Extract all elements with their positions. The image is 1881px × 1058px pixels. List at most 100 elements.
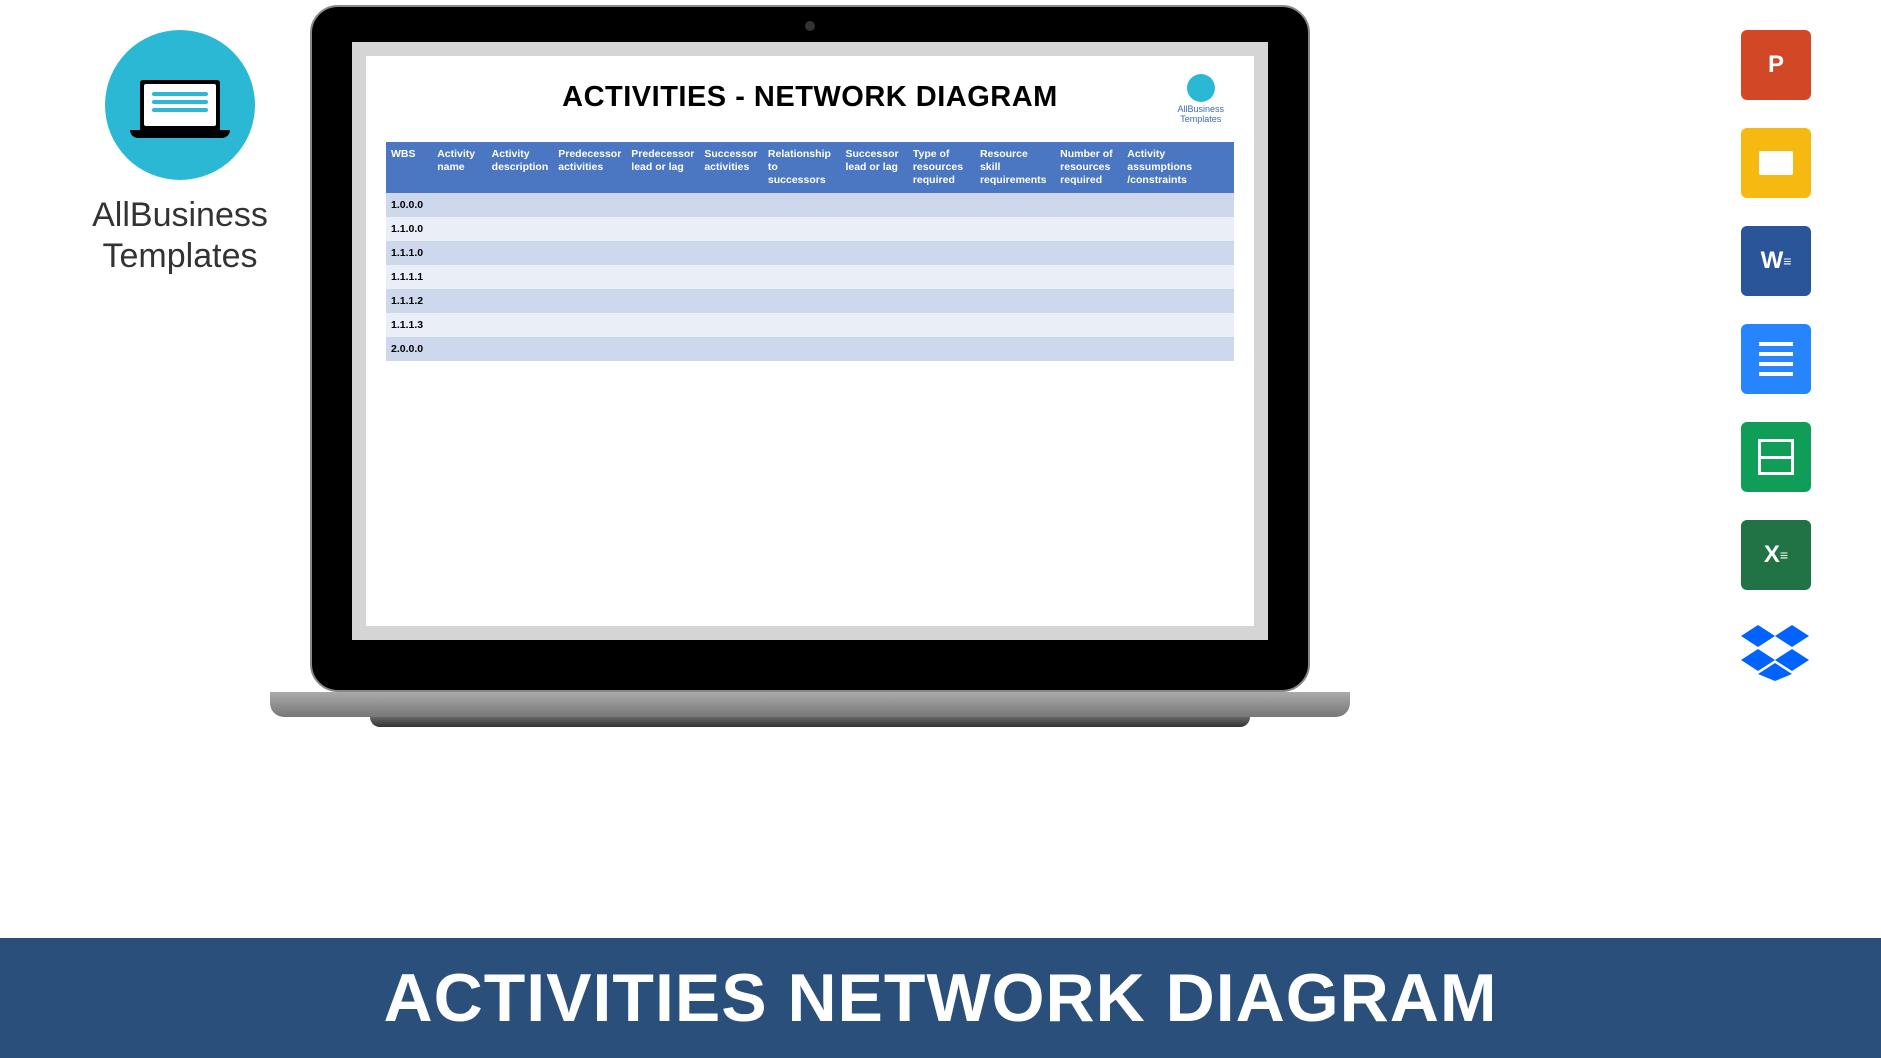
- table-cell: [699, 265, 763, 289]
- table-cell: [908, 313, 975, 337]
- table-row: 2.0.0.0: [386, 337, 1234, 361]
- table-cell: [975, 337, 1055, 361]
- app-icon-strip: P W≡ X≡: [1741, 30, 1811, 688]
- table-cell: [699, 337, 763, 361]
- table-header: Relationship to successors: [763, 142, 841, 193]
- table-cell: [1122, 241, 1234, 265]
- table-cell: [699, 241, 763, 265]
- table-header: Successor lead or lag: [840, 142, 907, 193]
- table-cell: [553, 265, 626, 289]
- table-cell: [908, 241, 975, 265]
- table-header: WBS: [386, 142, 432, 193]
- table-cell: [763, 289, 841, 313]
- activities-table: WBSActivity nameActivity descriptionPred…: [386, 142, 1234, 361]
- table-cell: [1122, 289, 1234, 313]
- table-cell: [1055, 313, 1122, 337]
- table-cell: [908, 193, 975, 217]
- table-cell: [975, 265, 1055, 289]
- table-cell: [1122, 313, 1234, 337]
- document-brand-label: AllBusiness: [1177, 104, 1224, 114]
- table-cell: [487, 265, 554, 289]
- table-cell: [626, 313, 699, 337]
- document-brand-label2: Templates: [1177, 114, 1224, 124]
- google-sheets-icon[interactable]: [1741, 422, 1811, 492]
- table-cell: [975, 241, 1055, 265]
- table-cell: [1055, 241, 1122, 265]
- brand-name-line2: Templates: [50, 236, 310, 277]
- table-cell: [699, 193, 763, 217]
- table-cell: [908, 217, 975, 241]
- excel-icon[interactable]: X≡: [1741, 520, 1811, 590]
- laptop-mockup: AllBusiness Templates ACTIVITIES - NETWO…: [310, 5, 1310, 727]
- table-cell: [553, 313, 626, 337]
- banner-title: ACTIVITIES NETWORK DIAGRAM: [384, 959, 1498, 1037]
- table-cell: 1.1.1.2: [386, 289, 432, 313]
- table-cell: [432, 313, 486, 337]
- table-cell: 2.0.0.0: [386, 337, 432, 361]
- table-cell: [626, 241, 699, 265]
- table-cell: 1.1.0.0: [386, 217, 432, 241]
- table-cell: [908, 337, 975, 361]
- table-cell: [487, 289, 554, 313]
- table-cell: [975, 313, 1055, 337]
- word-icon[interactable]: W≡: [1741, 226, 1811, 296]
- table-header: Number of resources required: [1055, 142, 1122, 193]
- table-cell: [487, 337, 554, 361]
- table-cell: [763, 265, 841, 289]
- table-cell: [1055, 337, 1122, 361]
- table-cell: [432, 265, 486, 289]
- table-cell: [1055, 265, 1122, 289]
- table-cell: [763, 337, 841, 361]
- table-cell: [975, 193, 1055, 217]
- table-cell: [840, 265, 907, 289]
- table-header: Activity name: [432, 142, 486, 193]
- table-header: Predecessor lead or lag: [626, 142, 699, 193]
- table-cell: [840, 337, 907, 361]
- bottom-banner: ACTIVITIES NETWORK DIAGRAM: [0, 938, 1881, 1058]
- laptop-icon: [140, 80, 220, 130]
- table-cell: [432, 337, 486, 361]
- table-cell: [1122, 217, 1234, 241]
- laptop-foot: [370, 717, 1250, 727]
- google-slides-icon[interactable]: [1741, 128, 1811, 198]
- table-cell: [699, 289, 763, 313]
- document-page: AllBusiness Templates ACTIVITIES - NETWO…: [366, 56, 1254, 626]
- table-cell: [699, 217, 763, 241]
- table-cell: [487, 313, 554, 337]
- table-cell: 1.1.1.0: [386, 241, 432, 265]
- table-row: 1.1.1.2: [386, 289, 1234, 313]
- table-cell: [553, 337, 626, 361]
- powerpoint-icon[interactable]: P: [1741, 30, 1811, 100]
- table-cell: [487, 241, 554, 265]
- table-cell: [553, 241, 626, 265]
- table-cell: [699, 313, 763, 337]
- table-cell: [432, 217, 486, 241]
- table-row: 1.1.0.0: [386, 217, 1234, 241]
- table-cell: [763, 193, 841, 217]
- table-cell: 1.0.0.0: [386, 193, 432, 217]
- table-cell: [626, 337, 699, 361]
- table-cell: [553, 289, 626, 313]
- brand-name-line1: AllBusiness: [50, 195, 310, 236]
- dropbox-icon[interactable]: [1741, 618, 1811, 688]
- table-row: 1.0.0.0: [386, 193, 1234, 217]
- table-cell: [840, 241, 907, 265]
- table-cell: [553, 193, 626, 217]
- table-cell: [763, 313, 841, 337]
- table-row: 1.1.1.3: [386, 313, 1234, 337]
- table-cell: 1.1.1.3: [386, 313, 432, 337]
- google-docs-icon[interactable]: [1741, 324, 1811, 394]
- table-cell: [487, 193, 554, 217]
- table-cell: [626, 289, 699, 313]
- table-cell: [626, 193, 699, 217]
- laptop-base: [270, 692, 1350, 717]
- brand-logo-circle: [105, 30, 255, 180]
- brand-logo-block: AllBusiness Templates: [50, 30, 310, 277]
- table-cell: [908, 265, 975, 289]
- camera-icon: [805, 21, 815, 31]
- table-header: Type of resources required: [908, 142, 975, 193]
- table-header: Activity assumptions /constraints: [1122, 142, 1234, 193]
- table-cell: [1122, 265, 1234, 289]
- table-cell: [840, 193, 907, 217]
- document-title: ACTIVITIES - NETWORK DIAGRAM: [386, 81, 1234, 114]
